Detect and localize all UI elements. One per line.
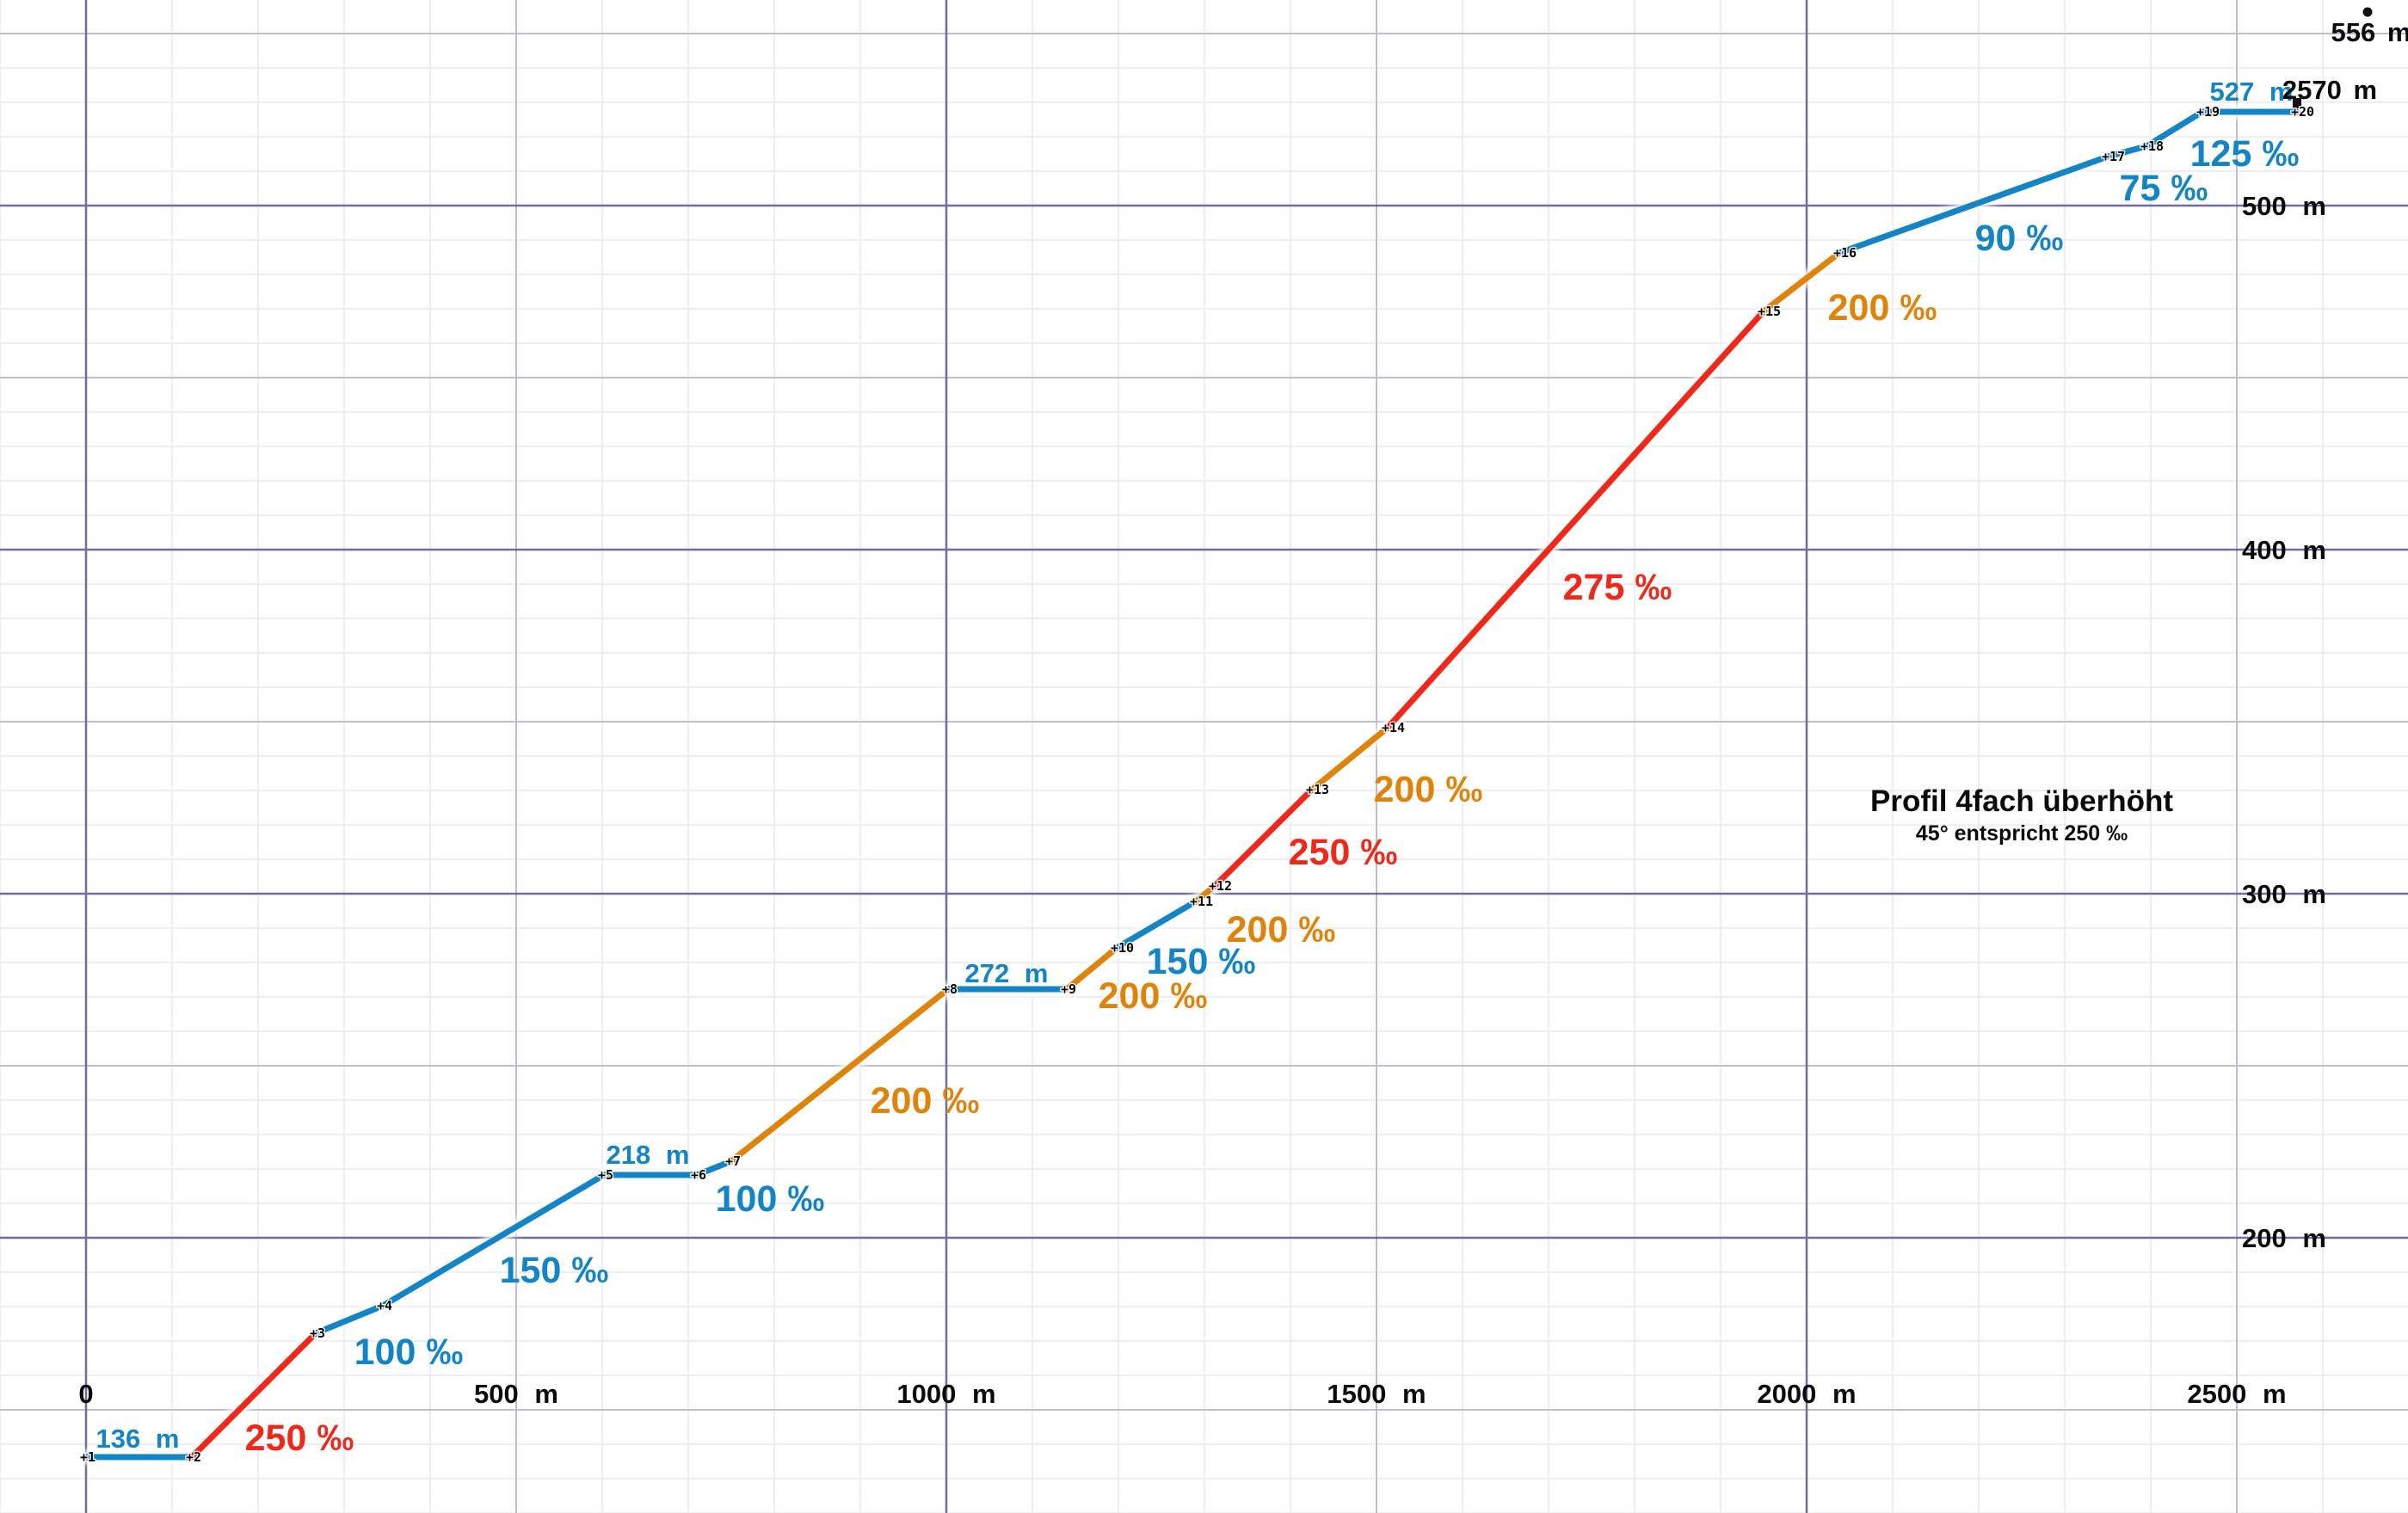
grade-label: 150 ‰ [1147, 941, 1256, 982]
point-marker-3: +3 [310, 1325, 325, 1341]
profile-segment-17-18 [2104, 143, 2150, 160]
profile-segment-18-19 [2143, 108, 2206, 150]
profile-segment-7-8 [728, 986, 951, 1165]
grade-label: 200 ‰ [1828, 287, 1937, 329]
chart-title: Profil 4fach überhöht [1870, 784, 2173, 818]
point-marker-5: +5 [598, 1167, 613, 1183]
profile-segment-15-16 [1760, 249, 1843, 315]
point-marker-18: +18 [2140, 138, 2164, 154]
point-marker-10: +10 [1111, 940, 1134, 956]
x-tick-label: 2500 m [2187, 1379, 2286, 1409]
point-marker-14: +14 [1382, 720, 1405, 735]
point-marker-7: +7 [725, 1153, 741, 1169]
elevation-label: 218 m [607, 1140, 690, 1170]
grade-label: 275 ‰ [1563, 567, 1672, 608]
point-marker-15: +15 [1758, 304, 1781, 319]
profile-segment-14-15 [1384, 308, 1767, 731]
elevation-label: 527 m [2210, 77, 2294, 107]
point-marker-8: +8 [942, 981, 958, 997]
profile-segment-11-12 [1192, 883, 1218, 905]
point-marker-2: +2 [186, 1449, 201, 1465]
grade-label: 250 ‰ [1289, 832, 1398, 873]
summit-dot [2362, 7, 2373, 17]
grade-label: 125 ‰ [2190, 133, 2300, 175]
profile-segment-13-14 [1309, 724, 1391, 793]
elevation-label: 272 m [965, 958, 1049, 988]
end-of-line-marker [2293, 98, 2301, 108]
grade-label: 250 ‰ [245, 1418, 354, 1459]
profile-segment-6-7 [693, 1158, 735, 1178]
x-tick-label: 2000 m [1757, 1379, 1856, 1409]
y-tick-label: 500 m [2242, 191, 2326, 221]
point-marker-9: +9 [1061, 981, 1076, 997]
grade-label: 200 ‰ [1374, 769, 1483, 810]
grade-label: 150 ‰ [500, 1250, 609, 1291]
profile-segment-2-3 [188, 1330, 319, 1461]
y-tick-label: 400 m [2242, 535, 2326, 565]
elevation-label: 136 m [96, 1424, 180, 1454]
grade-label: 75 ‰ [2120, 168, 2208, 209]
point-marker-19: +19 [2196, 104, 2220, 120]
point-marker-4: +4 [377, 1298, 392, 1313]
point-marker-16: +16 [1833, 245, 1857, 261]
point-marker-13: +13 [1306, 782, 1329, 797]
chart-title-block: Profil 4fach überhöht 45° entspricht 250… [1850, 784, 2194, 848]
profile-segment-4-5 [379, 1172, 607, 1309]
point-marker-6: +6 [691, 1167, 706, 1183]
profile-segment-3-4 [312, 1302, 386, 1337]
grade-label: 200 ‰ [871, 1080, 980, 1122]
x-tick-label: 1500 m [1327, 1379, 1426, 1409]
grade-label: 100 ‰ [354, 1332, 464, 1373]
grade-label: 200 ‰ [1099, 975, 1208, 1017]
profile-segment-16-17 [1836, 153, 2111, 256]
point-marker-1: +1 [80, 1449, 95, 1465]
point-marker-20: +20 [2291, 104, 2314, 120]
y-tick-label: 300 m [2242, 879, 2326, 909]
distance-label: 2570 m [2282, 75, 2377, 105]
x-tick-label: 500 m [474, 1379, 558, 1409]
x-tick-label: 1000 m [896, 1379, 995, 1409]
profile-segment-12-13 [1211, 786, 1315, 889]
y-tick-label: 200 m [2242, 1223, 2326, 1253]
grade-label: 200 ‰ [1227, 909, 1336, 950]
summit-label: 556 m [2331, 17, 2408, 47]
profile-segment-9-10 [1063, 944, 1120, 993]
grade-label: 100 ‰ [716, 1178, 825, 1220]
chart-subtitle: 45° entspricht 250 ‰ [1915, 821, 2128, 846]
point-marker-12: +12 [1209, 878, 1232, 894]
grade-label: 90 ‰ [1975, 218, 2064, 259]
point-marker-11: +11 [1190, 894, 1213, 909]
point-marker-17: +17 [2102, 149, 2125, 164]
x-tick-label: 0 [78, 1379, 93, 1409]
profile-segment-10-11 [1113, 898, 1199, 951]
